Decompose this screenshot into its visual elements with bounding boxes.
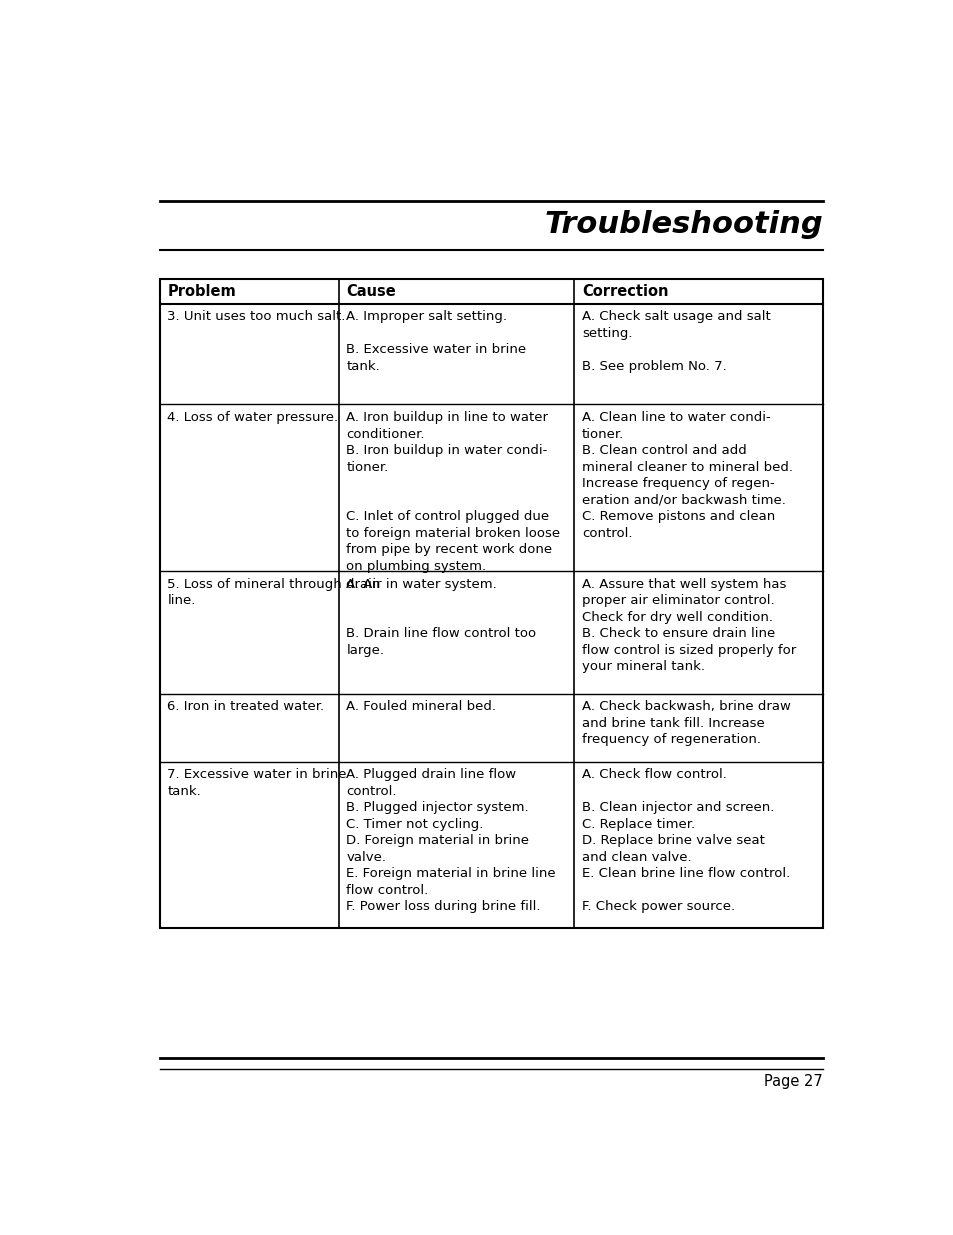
Text: Page 27: Page 27: [763, 1073, 822, 1088]
Text: A. Check backwash, brine draw
and brine tank fill. Increase
frequency of regener: A. Check backwash, brine draw and brine …: [581, 700, 790, 746]
Text: A. Clean line to water condi-
tioner.
B. Clean control and add
mineral cleaner t: A. Clean line to water condi- tioner. B.…: [581, 411, 792, 540]
Text: A. Air in water system.


B. Drain line flow control too
large.: A. Air in water system. B. Drain line fl…: [346, 578, 536, 657]
Text: A. Check salt usage and salt
setting.

B. See problem No. 7.: A. Check salt usage and salt setting. B.…: [581, 310, 770, 373]
Text: Correction: Correction: [581, 284, 668, 299]
Text: Problem: Problem: [167, 284, 235, 299]
Text: 5. Loss of mineral through drain
line.: 5. Loss of mineral through drain line.: [167, 578, 380, 608]
Text: A. Plugged drain line flow
control.
B. Plugged injector system.
C. Timer not cyc: A. Plugged drain line flow control. B. P…: [346, 768, 556, 913]
Text: Cause: Cause: [346, 284, 395, 299]
Text: 7. Excessive water in brine
tank.: 7. Excessive water in brine tank.: [167, 768, 347, 798]
Text: A. Iron buildup in line to water
conditioner.
B. Iron buildup in water condi-
ti: A. Iron buildup in line to water conditi…: [346, 411, 560, 573]
Text: A. Assure that well system has
proper air eliminator control.
Check for dry well: A. Assure that well system has proper ai…: [581, 578, 795, 673]
Text: 3. Unit uses too much salt.: 3. Unit uses too much salt.: [167, 310, 345, 324]
Text: A. Improper salt setting.

B. Excessive water in brine
tank.: A. Improper salt setting. B. Excessive w…: [346, 310, 526, 373]
Text: A. Fouled mineral bed.: A. Fouled mineral bed.: [346, 700, 496, 714]
Bar: [160, 279, 822, 927]
Text: A. Check flow control.

B. Clean injector and screen.
C. Replace timer.
D. Repla: A. Check flow control. B. Clean injector…: [581, 768, 789, 913]
Text: 4. Loss of water pressure.: 4. Loss of water pressure.: [167, 411, 338, 424]
Text: 6. Iron in treated water.: 6. Iron in treated water.: [167, 700, 324, 714]
Text: Troubleshooting: Troubleshooting: [544, 210, 822, 238]
